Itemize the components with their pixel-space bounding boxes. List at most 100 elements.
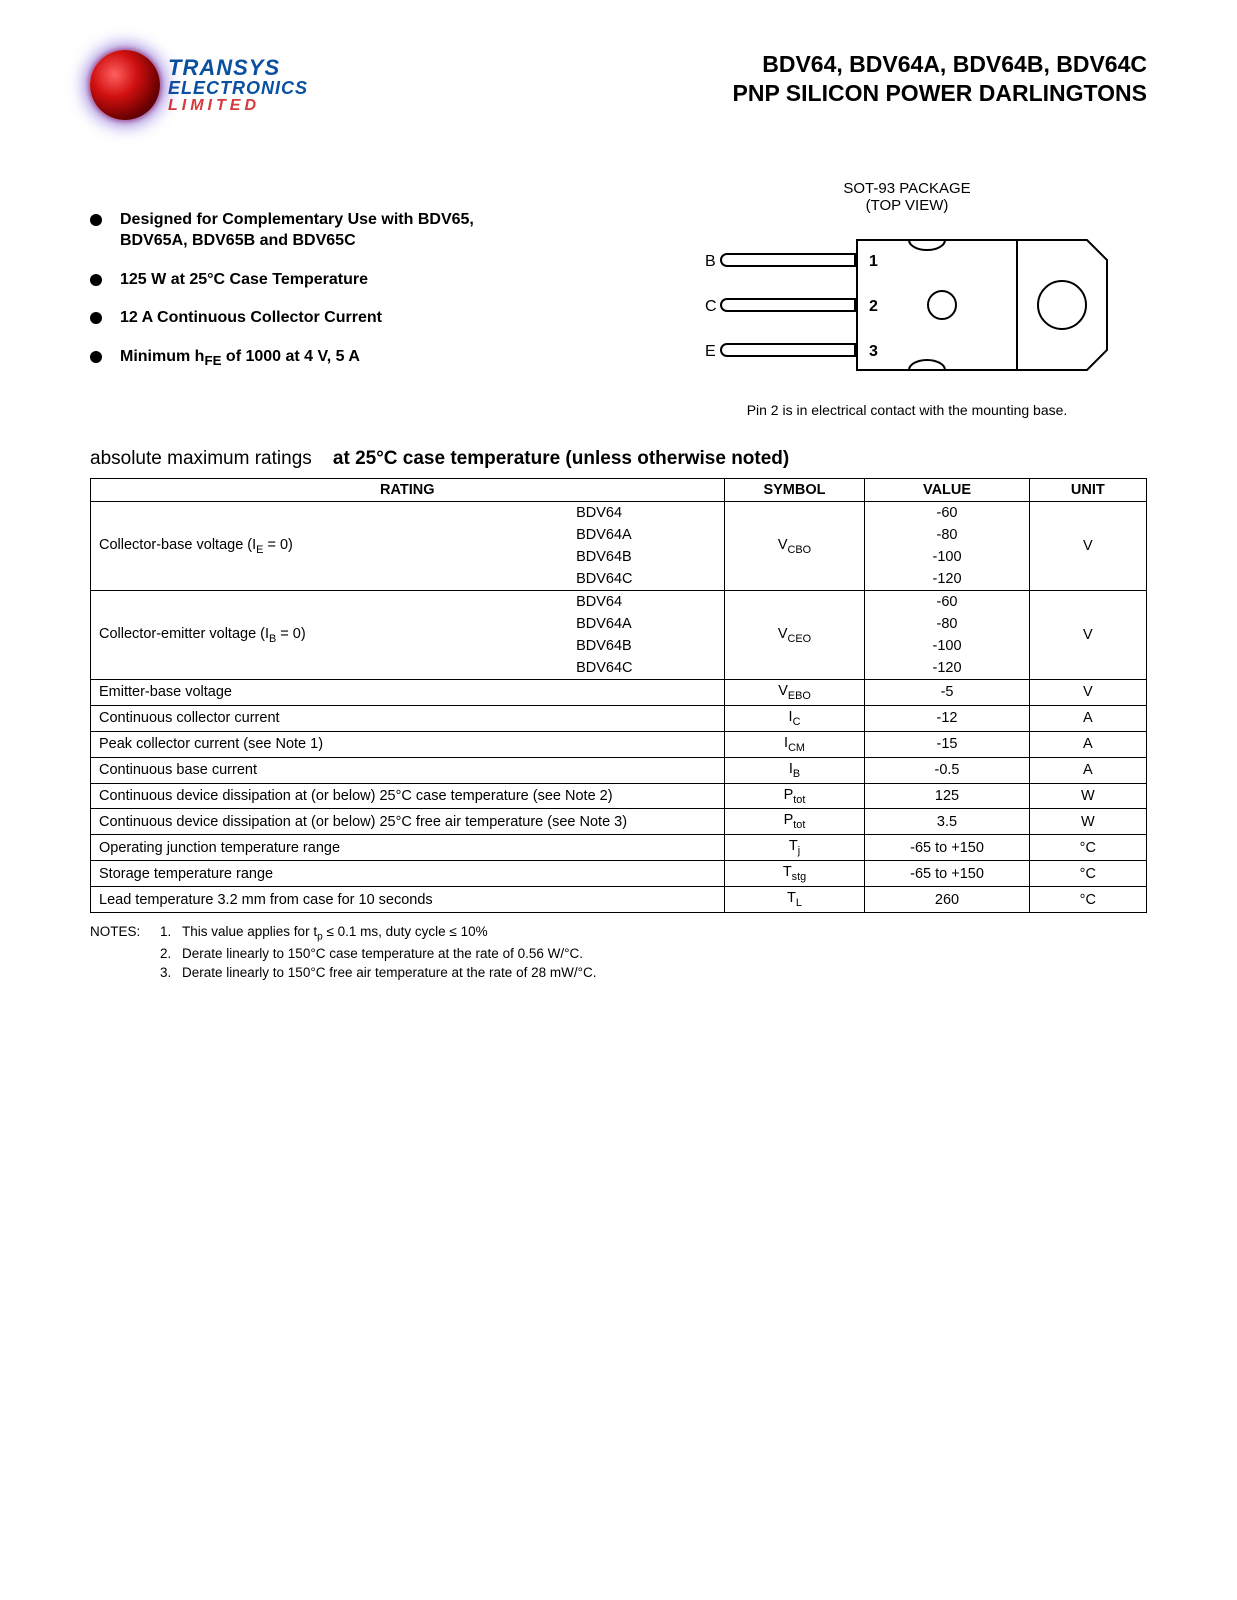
package-diagram-icon: B1C2E3 bbox=[687, 220, 1127, 390]
table-row: Continuous device dissipation at (or bel… bbox=[91, 809, 1147, 835]
unit-cell: V bbox=[1029, 502, 1146, 591]
variant-cell: BDV64A bbox=[568, 613, 724, 635]
rating-label: Lead temperature 3.2 mm from case for 10… bbox=[91, 887, 725, 913]
th-unit: UNIT bbox=[1029, 479, 1146, 502]
company-logo: TRANSYS ELECTRONICS LIMITED bbox=[90, 50, 308, 120]
feature-text: Minimum hFE of 1000 at 4 V, 5 A bbox=[120, 347, 360, 370]
unit-cell: A bbox=[1029, 731, 1146, 757]
variant-cell: BDV64C bbox=[568, 657, 724, 680]
notes-block: NOTES: 1.This value applies for tp ≤ 0.1… bbox=[90, 923, 1147, 983]
th-rating: RATING bbox=[91, 479, 725, 502]
ratings-table: RATING SYMBOL VALUE UNIT Collector-base … bbox=[90, 478, 1147, 913]
rating-label: Continuous device dissipation at (or bel… bbox=[91, 783, 725, 809]
symbol-cell: VEBO bbox=[724, 680, 865, 706]
unit-cell: °C bbox=[1029, 861, 1146, 887]
rating-label: Continuous collector current bbox=[91, 705, 725, 731]
rating-label: Continuous device dissipation at (or bel… bbox=[91, 809, 725, 835]
symbol-cell: Ptot bbox=[724, 809, 865, 835]
th-symbol: SYMBOL bbox=[724, 479, 865, 502]
note-text: Derate linearly to 150°C free air temper… bbox=[182, 964, 596, 983]
note-number: 1. bbox=[160, 923, 182, 945]
value-cell: -120 bbox=[865, 568, 1029, 591]
variant-cell: BDV64A bbox=[568, 524, 724, 546]
table-row: Storage temperature rangeTstg-65 to +150… bbox=[91, 861, 1147, 887]
symbol-cell: ICM bbox=[724, 731, 865, 757]
logo-text: TRANSYS ELECTRONICS LIMITED bbox=[168, 56, 308, 115]
value-cell: -80 bbox=[865, 613, 1029, 635]
package-title: SOT-93 PACKAGE (TOP VIEW) bbox=[667, 180, 1147, 214]
table-row: Continuous collector currentIC-12A bbox=[91, 705, 1147, 731]
title-line1: BDV64, BDV64A, BDV64B, BDV64C bbox=[733, 50, 1147, 79]
symbol-cell: IC bbox=[724, 705, 865, 731]
header-row: TRANSYS ELECTRONICS LIMITED BDV64, BDV64… bbox=[90, 50, 1147, 120]
value-cell: -12 bbox=[865, 705, 1029, 731]
value-cell: -0.5 bbox=[865, 757, 1029, 783]
note-text: Derate linearly to 150°C case temperatur… bbox=[182, 945, 583, 964]
unit-cell: W bbox=[1029, 783, 1146, 809]
notes-label: NOTES: bbox=[90, 923, 160, 983]
table-row: Operating junction temperature rangeTj-6… bbox=[91, 835, 1147, 861]
note-text: This value applies for tp ≤ 0.1 ms, duty… bbox=[182, 923, 488, 945]
table-row: Collector-base voltage (IE = 0)BDV64VCBO… bbox=[91, 502, 1147, 525]
table-row: Lead temperature 3.2 mm from case for 10… bbox=[91, 887, 1147, 913]
value-cell: -120 bbox=[865, 657, 1029, 680]
document-title: BDV64, BDV64A, BDV64B, BDV64C PNP SILICO… bbox=[733, 50, 1147, 108]
value-cell: -60 bbox=[865, 591, 1029, 614]
variant-cell: BDV64B bbox=[568, 546, 724, 568]
value-cell: -5 bbox=[865, 680, 1029, 706]
bullet-icon bbox=[90, 274, 102, 286]
bullet-icon bbox=[90, 214, 102, 226]
value-cell: 260 bbox=[865, 887, 1029, 913]
feature-item: Minimum hFE of 1000 at 4 V, 5 A bbox=[90, 347, 520, 370]
value-cell: -100 bbox=[865, 546, 1029, 568]
variant-cell: BDV64C bbox=[568, 568, 724, 591]
pin-number: 3 bbox=[869, 343, 878, 360]
value-cell: -100 bbox=[865, 635, 1029, 657]
pin-number: 2 bbox=[869, 298, 878, 315]
variant-cell: BDV64 bbox=[568, 591, 724, 614]
value-cell: -65 to +150 bbox=[865, 861, 1029, 887]
table-row: Emitter-base voltageVEBO-5V bbox=[91, 680, 1147, 706]
value-cell: 125 bbox=[865, 783, 1029, 809]
rating-label: Continuous base current bbox=[91, 757, 725, 783]
logo-line2: ELECTRONICS bbox=[168, 79, 308, 98]
table-row: Continuous device dissipation at (or bel… bbox=[91, 783, 1147, 809]
symbol-cell: Ptot bbox=[724, 783, 865, 809]
table-row: Peak collector current (see Note 1)ICM-1… bbox=[91, 731, 1147, 757]
logo-line3: LIMITED bbox=[168, 98, 308, 115]
logo-globe-icon bbox=[90, 50, 160, 120]
rating-label: Peak collector current (see Note 1) bbox=[91, 731, 725, 757]
features-list: Designed for Complementary Use with BDV6… bbox=[90, 180, 520, 388]
logo-line1: TRANSYS bbox=[168, 56, 308, 79]
value-cell: 3.5 bbox=[865, 809, 1029, 835]
pin-letter: B bbox=[705, 253, 716, 270]
table-row: Collector-emitter voltage (IB = 0)BDV64V… bbox=[91, 591, 1147, 614]
unit-cell: °C bbox=[1029, 887, 1146, 913]
th-value: VALUE bbox=[865, 479, 1029, 502]
rating-label: Collector-base voltage (IE = 0) bbox=[91, 502, 569, 591]
value-cell: -65 to +150 bbox=[865, 835, 1029, 861]
rating-label: Emitter-base voltage bbox=[91, 680, 725, 706]
unit-cell: W bbox=[1029, 809, 1146, 835]
symbol-cell: VCBO bbox=[724, 502, 865, 591]
value-cell: -15 bbox=[865, 731, 1029, 757]
feature-package-row: Designed for Complementary Use with BDV6… bbox=[90, 180, 1147, 418]
symbol-cell: Tj bbox=[724, 835, 865, 861]
rating-label: Collector-emitter voltage (IB = 0) bbox=[91, 591, 569, 680]
note-number: 2. bbox=[160, 945, 182, 964]
feature-text: 12 A Continuous Collector Current bbox=[120, 308, 382, 329]
variant-cell: BDV64B bbox=[568, 635, 724, 657]
value-cell: -60 bbox=[865, 502, 1029, 525]
pin-letter: E bbox=[705, 343, 716, 360]
feature-item: 125 W at 25°C Case Temperature bbox=[90, 270, 520, 291]
unit-cell: V bbox=[1029, 680, 1146, 706]
rating-label: Operating junction temperature range bbox=[91, 835, 725, 861]
unit-cell: V bbox=[1029, 591, 1146, 680]
note-item: 2.Derate linearly to 150°C case temperat… bbox=[160, 945, 1147, 964]
unit-cell: A bbox=[1029, 757, 1146, 783]
datasheet-page: TRANSYS ELECTRONICS LIMITED BDV64, BDV64… bbox=[0, 0, 1237, 1033]
variant-cell: BDV64 bbox=[568, 502, 724, 525]
package-note: Pin 2 is in electrical contact with the … bbox=[667, 402, 1147, 418]
pin-letter: C bbox=[705, 298, 717, 315]
rating-label: Storage temperature range bbox=[91, 861, 725, 887]
